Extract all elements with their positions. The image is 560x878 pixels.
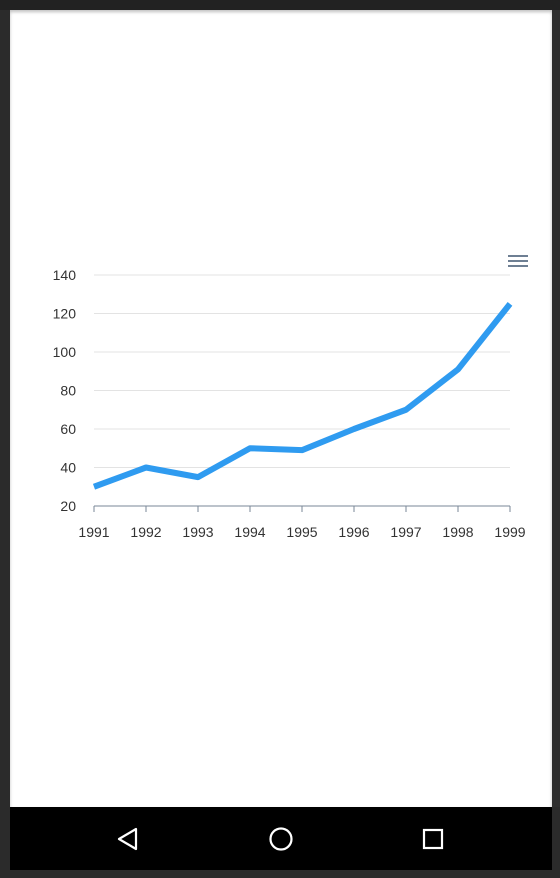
device-edge <box>552 10 560 807</box>
recents-button[interactable] <box>415 821 451 857</box>
y-tick-label: 20 <box>60 498 76 514</box>
x-tick-label: 1997 <box>390 524 421 540</box>
hamburger-menu-icon <box>508 255 528 267</box>
y-tick-label: 80 <box>60 383 76 399</box>
home-circle-icon <box>269 827 293 851</box>
navigation-bar <box>10 807 552 870</box>
x-tick-label: 1998 <box>442 524 473 540</box>
x-tick-label: 1999 <box>494 524 525 540</box>
y-tick-label: 40 <box>60 460 76 476</box>
x-tick-label: 1995 <box>286 524 317 540</box>
recents-square-icon <box>422 828 444 850</box>
series-layer <box>92 302 513 490</box>
x-tick-label: 1994 <box>234 524 265 540</box>
x-tick-label: 1993 <box>182 524 213 540</box>
y-tick-label: 140 <box>53 267 77 283</box>
series-line <box>92 302 513 490</box>
y-axis-labels: 20 40 60 80 100 120 140 <box>53 267 77 514</box>
x-tick-label: 1992 <box>130 524 161 540</box>
device-bottom-edge <box>0 870 560 878</box>
chart-menu-button[interactable] <box>506 250 532 274</box>
x-tick-label: 1996 <box>338 524 369 540</box>
y-tick-label: 100 <box>53 344 77 360</box>
y-tick-label: 60 <box>60 421 76 437</box>
x-axis-labels: 1991 1992 1993 1994 1995 1996 1997 1998 1999 <box>78 524 525 540</box>
y-tick-label: 120 <box>53 306 77 322</box>
grid-lines <box>94 274 510 468</box>
back-triangle-icon <box>117 827 138 851</box>
status-bar <box>0 0 560 10</box>
home-button[interactable] <box>263 821 299 857</box>
x-axis <box>93 505 511 512</box>
app-screen: 20 40 60 80 100 120 140 1991 1992 1993 1994 1995 19… <box>10 10 552 807</box>
x-tick-label: 1991 <box>78 524 109 540</box>
back-button[interactable] <box>110 821 146 857</box>
